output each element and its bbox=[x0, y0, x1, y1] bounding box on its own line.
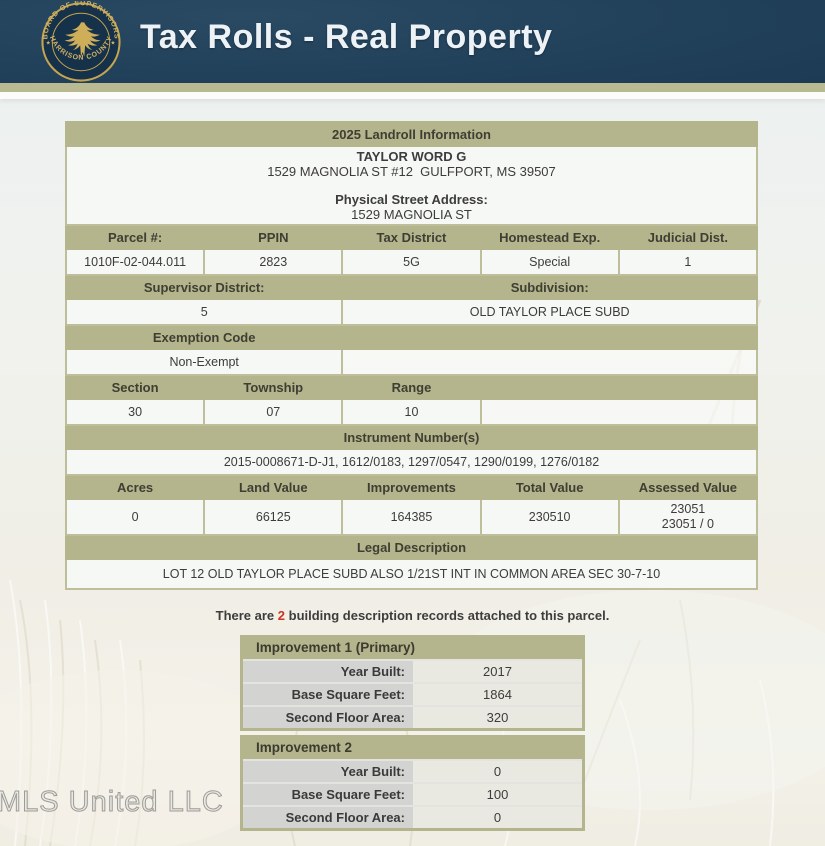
exemption-code-header: Exemption Code bbox=[64, 324, 344, 350]
owner-name: TAYLOR WORD G bbox=[356, 149, 467, 164]
year-built-value: 2017 bbox=[413, 661, 582, 682]
second-floor-value: 0 bbox=[413, 807, 582, 828]
total-value-header: Total Value bbox=[479, 474, 620, 500]
parcel-number-value: 1010F-02-044.011 bbox=[64, 248, 206, 276]
township-header: Township bbox=[203, 374, 344, 400]
base-sqft-value: 100 bbox=[413, 784, 582, 805]
supervisor-district-value: 5 bbox=[64, 298, 344, 326]
table-row: Second Floor Area: 320 bbox=[243, 705, 582, 728]
improvement-2-title: Improvement 2 bbox=[243, 738, 582, 759]
year-built-value: 0 bbox=[413, 761, 582, 782]
improvement-1-title: Improvement 1 (Primary) bbox=[243, 638, 582, 659]
total-value: 230510 bbox=[479, 498, 620, 536]
assessed-value-line1: 23051 bbox=[670, 502, 706, 516]
base-sqft-label: Base Square Feet: bbox=[243, 684, 413, 705]
acres-value: 0 bbox=[64, 498, 206, 536]
land-value-header: Land Value bbox=[203, 474, 344, 500]
page-title: Tax Rolls - Real Property bbox=[140, 18, 553, 56]
physical-address-label: Physical Street Address: bbox=[335, 192, 488, 207]
homestead-value: Special bbox=[479, 248, 620, 276]
judicial-value: 1 bbox=[617, 248, 759, 276]
table-row: Base Square Feet: 1864 bbox=[243, 682, 582, 705]
owner-address: 1529 MAGNOLIA ST #12 GULFPORT, MS 39507 bbox=[267, 164, 556, 179]
county-seal: BOARD OF SUPERVISORS HARRISON COUNTY ★ ★ bbox=[41, 1, 121, 82]
str-empty-cell bbox=[479, 398, 759, 426]
legal-description-header: Legal Description bbox=[65, 534, 758, 560]
instrument-value: 2015-0008671-D-J1, 1612/0183, 1297/0547,… bbox=[65, 448, 758, 476]
year-built-label: Year Built: bbox=[243, 661, 413, 682]
range-header: Range bbox=[341, 374, 482, 400]
range-value: 10 bbox=[341, 398, 482, 426]
tax-district-header: Tax District bbox=[341, 224, 482, 250]
table-row: Year Built: 0 bbox=[243, 759, 582, 782]
assessed-value-line2: 23051 / 0 bbox=[661, 517, 714, 531]
second-floor-label: Second Floor Area: bbox=[243, 707, 413, 728]
improvement-2-table: Improvement 2 Year Built: 0 Base Square … bbox=[240, 735, 585, 831]
owner-info-cell: TAYLOR WORD G 1529 MAGNOLIA ST #12 GULFP… bbox=[65, 145, 758, 226]
improvement-1-table: Improvement 1 (Primary) Year Built: 2017… bbox=[240, 635, 585, 731]
section-value: 30 bbox=[64, 398, 206, 426]
assessed-value: 23051 23051 / 0 bbox=[617, 498, 759, 536]
eagle-icon bbox=[64, 22, 101, 57]
second-floor-value: 320 bbox=[413, 707, 582, 728]
banner-khaki-strip bbox=[0, 83, 825, 92]
landroll-table: 2025 Landroll Information TAYLOR WORD G … bbox=[64, 121, 759, 590]
section-header: Section bbox=[64, 374, 206, 400]
photo-watermark: MLS United LLC bbox=[0, 786, 224, 819]
judicial-header: Judicial Dist. bbox=[617, 224, 759, 250]
table-row: Base Square Feet: 100 bbox=[243, 782, 582, 805]
ppin-value: 2823 bbox=[203, 248, 344, 276]
table-row: Second Floor Area: 0 bbox=[243, 805, 582, 828]
subdivision-value: OLD TAYLOR PLACE SUBD bbox=[341, 298, 758, 326]
improvements-value: 164385 bbox=[341, 498, 482, 536]
base-sqft-value: 1864 bbox=[413, 684, 582, 705]
exemption-code-empty-cell bbox=[341, 348, 758, 376]
exemption-code-header-spacer bbox=[341, 324, 758, 350]
ppin-header: PPIN bbox=[203, 224, 344, 250]
tax-district-value: 5G bbox=[341, 248, 482, 276]
acres-header: Acres bbox=[64, 474, 206, 500]
exemption-code-value: Non-Exempt bbox=[64, 348, 344, 376]
seal-inner-ring bbox=[51, 12, 111, 72]
township-value: 07 bbox=[203, 398, 344, 426]
seal-star-right: ★ bbox=[111, 39, 116, 46]
legal-description-value: LOT 12 OLD TAYLOR PLACE SUBD ALSO 1/21ST… bbox=[65, 558, 758, 590]
str-header-spacer bbox=[479, 374, 759, 400]
parcel-number-header: Parcel #: bbox=[64, 224, 206, 250]
table-row: Year Built: 2017 bbox=[243, 659, 582, 682]
year-built-label: Year Built: bbox=[243, 761, 413, 782]
top-banner: BOARD OF SUPERVISORS HARRISON COUNTY ★ ★… bbox=[0, 0, 825, 83]
instrument-header: Instrument Number(s) bbox=[65, 424, 758, 450]
landroll-title: 2025 Landroll Information bbox=[65, 121, 758, 147]
land-value: 66125 bbox=[203, 498, 344, 536]
note-count: 2 bbox=[277, 608, 286, 623]
subdivision-header: Subdivision: bbox=[341, 274, 758, 300]
note-prefix: There are bbox=[215, 608, 278, 623]
supervisor-district-header: Supervisor District: bbox=[64, 274, 344, 300]
second-floor-label: Second Floor Area: bbox=[243, 807, 413, 828]
improvements-header: Improvements bbox=[341, 474, 482, 500]
note-suffix: building description records attached to… bbox=[285, 608, 610, 623]
building-records-note: There are 2 building description records… bbox=[0, 608, 825, 623]
assessed-value-header: Assessed Value bbox=[617, 474, 759, 500]
physical-address: 1529 MAGNOLIA ST bbox=[351, 207, 472, 222]
homestead-header: Homestead Exp. bbox=[479, 224, 620, 250]
banner-white-strip bbox=[0, 92, 825, 99]
base-sqft-label: Base Square Feet: bbox=[243, 784, 413, 805]
seal-star-left: ★ bbox=[46, 39, 51, 46]
